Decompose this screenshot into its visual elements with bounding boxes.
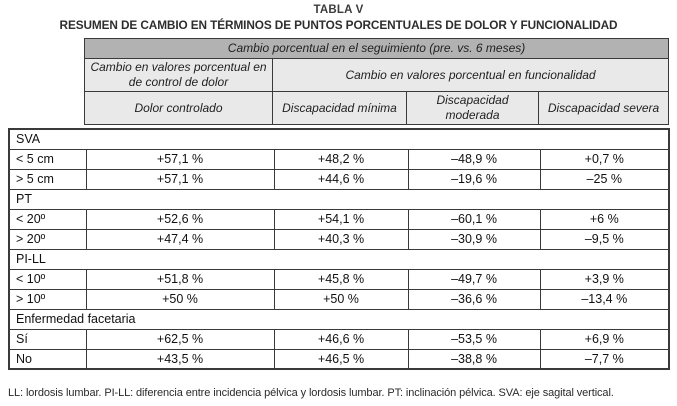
row-label: < 10º	[8, 268, 87, 290]
data-cell: +44,6 %	[273, 168, 409, 190]
header-columns-row: Dolor controlado Discapacidad mínima Dis…	[84, 91, 670, 125]
data-cell: –53,5 %	[407, 328, 541, 350]
column-header-discapacidad-moderada: Discapacidad moderada	[406, 91, 539, 125]
header-group-pain-cell: Cambio en valores porcentual en de contr…	[84, 58, 273, 92]
header-group-function-cell: Cambio en valores porcentual en funciona…	[271, 58, 670, 92]
data-cell: +40,3 %	[273, 228, 409, 250]
data-cell: –49,7 %	[407, 268, 541, 290]
table-number-title: TABLA V	[313, 4, 364, 16]
data-row-sva-gt5: > 5 cm +57,1 % +44,6 % –19,6 % –25 %	[8, 168, 670, 190]
section-row-facet: Enfermedad facetaria	[8, 308, 670, 330]
data-cell: +0,7 %	[539, 148, 670, 170]
data-cell: –48,9 %	[407, 148, 541, 170]
table-subtitle: RESUMEN DE CAMBIO EN TÉRMINOS DE PUNTOS …	[59, 18, 618, 32]
row-label: > 10º	[8, 288, 87, 310]
data-cell: –60,1 %	[407, 208, 541, 230]
table-body: SVA < 5 cm +57,1 % +48,2 % –48,9 % +0,7 …	[8, 128, 671, 370]
header-followup-cell: Cambio porcentual en el seguimiento (pre…	[83, 38, 670, 59]
section-label: PI-LL	[8, 248, 670, 270]
column-header-dolor-controlado: Dolor controlado	[84, 91, 273, 125]
data-row-pill-lt10: < 10º +51,8 % +45,8 % –49,7 % +3,9 %	[8, 268, 670, 290]
data-cell: +46,6 %	[273, 328, 409, 350]
row-label: < 5 cm	[8, 148, 87, 170]
header-group-row: Cambio en valores porcentual en de contr…	[84, 58, 670, 92]
row-label: > 20º	[8, 228, 87, 250]
section-label: PT	[8, 188, 670, 210]
data-cell: +45,8 %	[273, 268, 409, 290]
data-cell: –25 %	[539, 168, 670, 190]
data-row-sva-lt5: < 5 cm +57,1 % +48,2 % –48,9 % +0,7 %	[8, 148, 670, 170]
data-row-facet-no: No +43,5 % +46,5 % –38,8 % –7,7 %	[8, 348, 670, 370]
section-label: Enfermedad facetaria	[8, 308, 670, 330]
data-cell: –30,9 %	[407, 228, 541, 250]
data-row-pt-lt20: < 20º +52,6 % +54,1 % –60,1 % +6 %	[8, 208, 670, 230]
data-row-pt-gt20: > 20º +47,4 % +40,3 % –30,9 % –9,5 %	[8, 228, 670, 250]
data-cell: +62,5 %	[85, 328, 275, 350]
section-row-pt: PT	[8, 188, 670, 210]
data-row-pill-gt10: > 10º +50 % +50 % –36,6 % –13,4 %	[8, 288, 670, 310]
section-row-pill: PI-LL	[8, 248, 670, 270]
data-cell: +57,1 %	[85, 168, 275, 190]
data-cell: +50 %	[273, 288, 409, 310]
data-cell: +50 %	[85, 288, 275, 310]
data-cell: +54,1 %	[273, 208, 409, 230]
data-cell: –9,5 %	[539, 228, 670, 250]
data-cell: +3,9 %	[539, 268, 670, 290]
column-header-discapacidad-minima: Discapacidad mínima	[272, 91, 407, 125]
data-cell: +51,8 %	[85, 268, 275, 290]
header-band-row: Cambio porcentual en el seguimiento (pre…	[83, 38, 670, 59]
data-cell: –13,4 %	[539, 288, 670, 310]
data-cell: –19,6 %	[407, 168, 541, 190]
data-row-facet-si: Sí +62,5 % +46,6 % –53,5 % +6,9 %	[8, 328, 670, 350]
data-cell: +52,6 %	[85, 208, 275, 230]
row-label: Sí	[8, 328, 87, 350]
table-footnote: LL: lordosis lumbar. PI-LL: diferencia e…	[8, 387, 614, 399]
data-cell: +6,9 %	[539, 328, 670, 350]
row-label: > 5 cm	[8, 168, 87, 190]
data-cell: +48,2 %	[273, 148, 409, 170]
data-cell: –7,7 %	[539, 348, 670, 370]
column-header-discapacidad-severa: Discapacidad severa	[537, 91, 670, 125]
table-header: Cambio porcentual en el seguimiento (pre…	[83, 38, 670, 125]
data-cell: +43,5 %	[85, 348, 275, 370]
data-cell: +46,5 %	[273, 348, 409, 370]
row-label: No	[8, 348, 87, 370]
section-label: SVA	[8, 128, 670, 150]
data-cell: –36,6 %	[407, 288, 541, 310]
data-cell: –38,8 %	[407, 348, 541, 370]
data-cell: +47,4 %	[85, 228, 275, 250]
section-row-sva: SVA	[8, 128, 670, 150]
row-label: < 20º	[8, 208, 87, 230]
data-cell: +57,1 %	[85, 148, 275, 170]
data-cell: +6 %	[539, 208, 670, 230]
